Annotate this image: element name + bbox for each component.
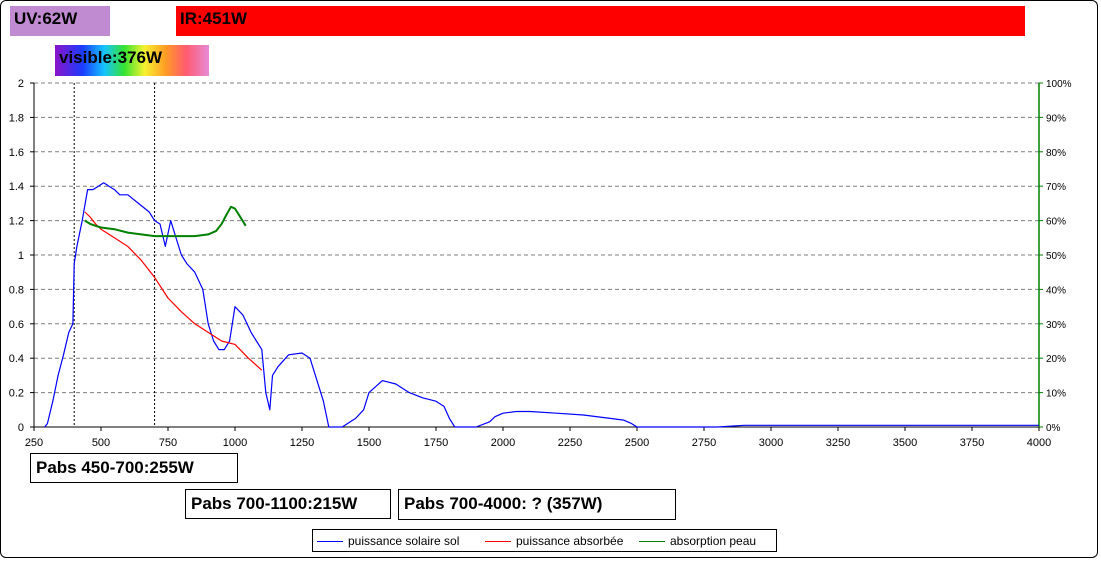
y2-tick-label: 30% (1046, 320, 1066, 331)
pabs-700-1100-note: Pabs 700-1100:215W (185, 489, 391, 519)
legend-label-solar: puissance solaire sol (348, 534, 460, 548)
y2-tick-label: 10% (1046, 389, 1066, 400)
y-tick-label: 0 (18, 422, 24, 434)
vertical-markers (73, 83, 156, 427)
y2-tick-label: 90% (1046, 113, 1066, 124)
pabs-450-700-note: Pabs 450-700:255W (30, 453, 238, 483)
y-tick-label: 1.6 (9, 147, 24, 159)
legend-label-absorption: absorption peau (670, 534, 757, 548)
y2-tick-label: 50% (1046, 251, 1066, 262)
x-tick-label: 2000 (491, 437, 515, 449)
y2-tick-label: 60% (1046, 217, 1066, 228)
x-tick-label: 4000 (1027, 437, 1051, 449)
pabs-700-4000-note: Pabs 700-4000: ? (357W) (398, 489, 676, 520)
series-line-2 (84, 205, 247, 238)
x-tick-label: 750 (159, 437, 177, 449)
y-tick-label: 0.4 (9, 353, 24, 365)
y2-tick-label: 20% (1046, 354, 1066, 365)
x-tick-label: 3250 (826, 437, 850, 449)
y-tick-label: 2 (18, 78, 24, 90)
uv-band-label: UV:62W (10, 6, 110, 36)
y2-tick-label: 40% (1046, 285, 1066, 296)
y-tick-label: 1.4 (9, 181, 24, 193)
x-tick-label: 3750 (960, 437, 984, 449)
x-tick-label: 1250 (290, 437, 314, 449)
x-tick-label: 1750 (424, 437, 448, 449)
y-tick-label: 0.8 (9, 284, 24, 296)
x-tick-label: 1000 (223, 437, 247, 449)
y2-tick-label: 80% (1046, 148, 1066, 159)
y2-tick-label: 70% (1046, 182, 1066, 193)
ir-band-label: IR:451W (176, 6, 1025, 36)
y-tick-label: 1.2 (9, 216, 24, 228)
chart-legend: puissance solaire sol puissance absorbée… (312, 529, 777, 552)
visible-band-label: visible:376W (55, 45, 209, 76)
y2-tick-label: 0% (1046, 423, 1061, 434)
x-tick-label: 1500 (357, 437, 381, 449)
legend-swatch-absorbed (485, 541, 511, 542)
legend-label-absorbed: puissance absorbée (516, 534, 624, 548)
legend-swatch-solar (317, 541, 343, 542)
series-lines (44, 182, 1039, 428)
legend-swatch-absorption (639, 541, 665, 542)
y-tick-label: 1 (18, 250, 24, 262)
x-tick-label: 3000 (759, 437, 783, 449)
series-line-0 (44, 182, 1039, 428)
x-tick-label: 2500 (625, 437, 649, 449)
y-tick-label: 0.6 (9, 319, 24, 331)
y-tick-label: 0.2 (9, 388, 24, 400)
y2-tick-label: 100% (1046, 79, 1072, 90)
x-tick-label: 2250 (558, 437, 582, 449)
axes: 00.20.40.60.811.21.41.61.820%10%20%30%40… (9, 78, 1072, 449)
x-tick-label: 3500 (893, 437, 917, 449)
grid-lines (34, 82, 1039, 394)
x-tick-label: 250 (25, 437, 43, 449)
y-tick-label: 1.8 (9, 112, 24, 124)
x-tick-label: 500 (92, 437, 110, 449)
x-tick-label: 2750 (692, 437, 716, 449)
